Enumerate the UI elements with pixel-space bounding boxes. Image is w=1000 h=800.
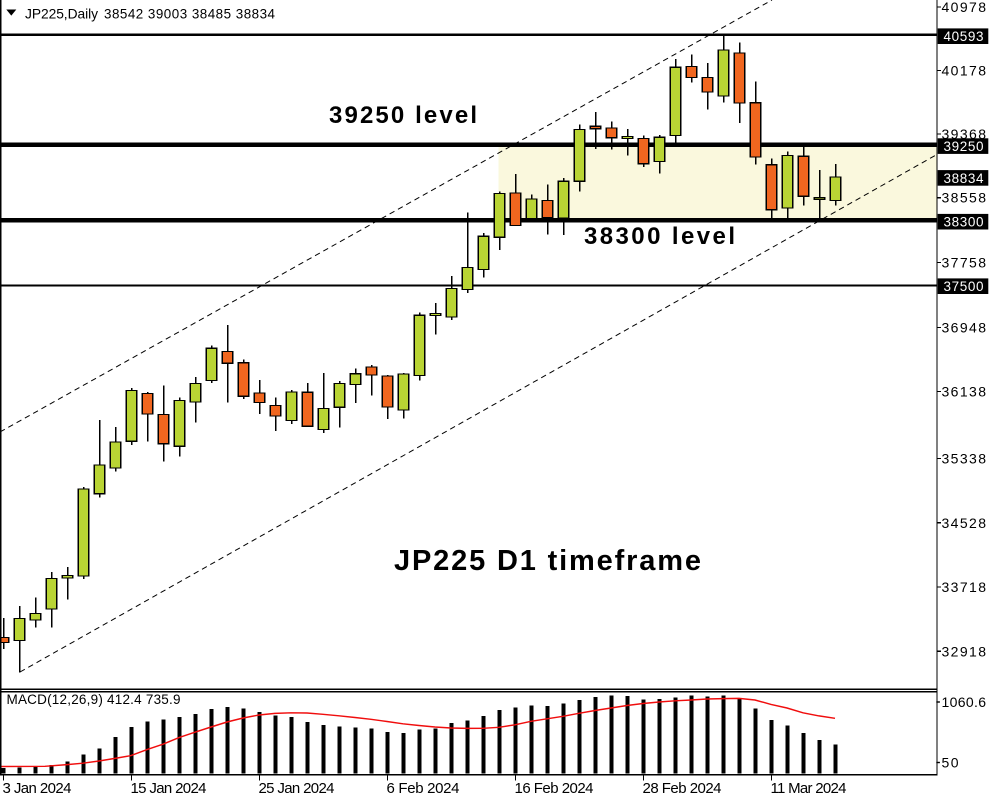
svg-text:34528: 34528	[942, 515, 987, 531]
svg-text:33718: 33718	[942, 579, 987, 595]
svg-text:MACD(12,26,9) 412.4 735.9: MACD(12,26,9) 412.4 735.9	[7, 692, 181, 707]
svg-text:38300: 38300	[944, 215, 984, 230]
svg-text:32918: 32918	[942, 643, 987, 659]
svg-text:37758: 37758	[942, 255, 987, 271]
svg-text:36138: 36138	[942, 384, 987, 400]
svg-text:38558: 38558	[942, 190, 987, 206]
svg-text:50: 50	[942, 754, 959, 770]
svg-text:40593: 40593	[944, 29, 984, 44]
svg-text:15 Jan 2024: 15 Jan 2024	[131, 780, 207, 797]
svg-text:3 Jan 2024: 3 Jan 2024	[3, 780, 72, 797]
svg-text:11 Mar 2024: 11 Mar 2024	[771, 780, 847, 797]
svg-text:39250 level: 39250 level	[329, 102, 477, 129]
svg-text:38300 level: 38300 level	[584, 223, 735, 250]
svg-text:37500: 37500	[944, 279, 984, 294]
svg-text:35338: 35338	[942, 451, 987, 467]
svg-text:38542 39003 38485 38834: 38542 39003 38485 38834	[104, 7, 276, 22]
svg-text:39250: 39250	[944, 139, 984, 154]
svg-text:39368: 39368	[942, 126, 987, 142]
svg-text:28 Feb 2024: 28 Feb 2024	[643, 780, 722, 797]
svg-text:6 Feb 2024: 6 Feb 2024	[387, 780, 460, 797]
svg-text:JP225 D1 timeframe: JP225 D1 timeframe	[394, 545, 701, 577]
svg-text:1060.6: 1060.6	[942, 694, 987, 710]
svg-text:38834: 38834	[944, 171, 984, 186]
svg-text:16 Feb 2024: 16 Feb 2024	[515, 780, 594, 797]
svg-text:25 Jan 2024: 25 Jan 2024	[259, 780, 335, 797]
svg-text:40978: 40978	[942, 0, 987, 15]
svg-text:36948: 36948	[942, 320, 987, 336]
svg-text:40178: 40178	[942, 63, 987, 79]
svg-text:JP225,Daily: JP225,Daily	[25, 7, 98, 22]
